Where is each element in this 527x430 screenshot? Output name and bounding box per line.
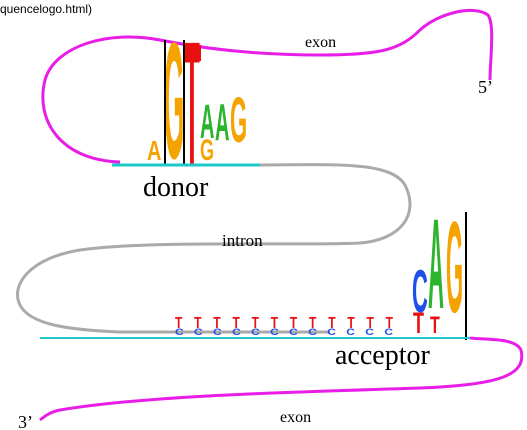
exon-strand bbox=[40, 338, 522, 420]
acceptor-label: acceptor bbox=[335, 340, 430, 371]
donor-label: donor bbox=[143, 172, 209, 203]
splice-diagram: quencelogo.html) A G T A G A G TTTTTTTTT… bbox=[0, 0, 527, 430]
logo-letter: A bbox=[215, 94, 229, 152]
exon-label: exon bbox=[280, 409, 311, 426]
exon-label: exon bbox=[305, 34, 336, 51]
intron-label: intron bbox=[222, 231, 263, 250]
three-prime-label: 3’ bbox=[18, 412, 33, 430]
intron-strand bbox=[18, 165, 410, 332]
logo-letter: T bbox=[413, 308, 424, 341]
logo-letter: T bbox=[430, 313, 440, 339]
exon-strand bbox=[43, 10, 492, 162]
url-fragment: quencelogo.html) bbox=[0, 2, 92, 16]
logo-row: TTTTTTTTTTTT bbox=[175, 313, 395, 331]
logo-letter: G bbox=[446, 195, 463, 340]
logo-letter: G bbox=[230, 86, 247, 157]
acceptor-logo: TTTTTTTTTTTT CCCCCCCCCCCC C A G T T bbox=[175, 194, 463, 341]
five-prime-label: 5’ bbox=[478, 77, 493, 97]
logo-block bbox=[188, 45, 201, 61]
logo-letter: A bbox=[147, 136, 161, 167]
logo-letter: G bbox=[200, 135, 214, 168]
